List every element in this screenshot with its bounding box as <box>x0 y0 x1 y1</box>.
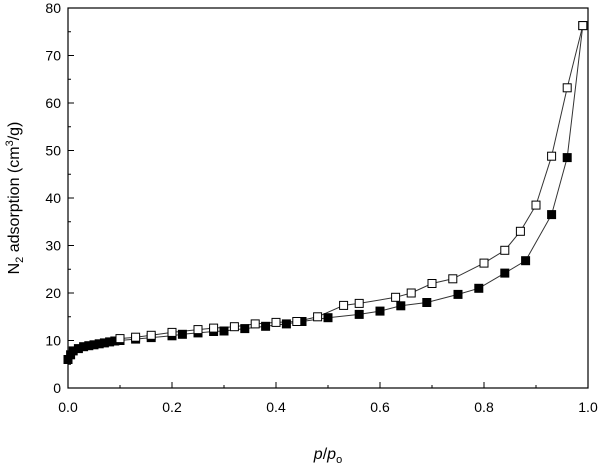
open-square-point <box>271 317 281 327</box>
y-tick-label: 70 <box>45 48 61 64</box>
y-tick-label: 60 <box>45 95 61 111</box>
x-axis-label: p/po <box>313 446 342 465</box>
open-square-point <box>167 327 177 337</box>
open-square-point <box>229 322 239 332</box>
filled-square-point <box>474 283 484 293</box>
y-tick-label: 30 <box>45 238 61 254</box>
filled-square-point <box>521 256 531 266</box>
series-layer <box>63 21 588 364</box>
open-square-point <box>209 323 219 333</box>
filled-square-point <box>547 210 557 220</box>
filled-square-point <box>219 326 229 336</box>
filled-square-point <box>354 309 364 319</box>
open-square-point <box>531 200 541 210</box>
open-square-point <box>448 274 458 284</box>
filled-square-point <box>240 324 250 334</box>
open-square-point <box>115 334 125 344</box>
y-tick-label: 10 <box>45 333 61 349</box>
filled-square-point <box>261 321 271 331</box>
open-square-point <box>313 312 323 322</box>
open-square-point <box>354 298 364 308</box>
open-square-point <box>578 21 588 31</box>
y-tick-label: 20 <box>45 285 61 301</box>
y-tick-label: 50 <box>45 143 61 159</box>
filled-square-point <box>453 289 463 299</box>
plot-frame <box>67 7 589 389</box>
x-tick-label: 0.2 <box>162 399 182 415</box>
open-square-point <box>339 300 349 310</box>
open-square-point <box>250 319 260 329</box>
x-tick-label: 1.0 <box>578 399 598 415</box>
open-square-point <box>562 83 572 93</box>
filled-square-point <box>375 306 385 316</box>
open-square-point <box>406 288 416 298</box>
y-tick-label: 80 <box>45 0 61 16</box>
filled-square-point <box>281 319 291 329</box>
open-square-point <box>547 151 557 161</box>
filled-square-point <box>422 298 432 307</box>
open-square-point <box>427 279 437 288</box>
x-tick-label: 0.6 <box>370 399 390 415</box>
filled-square-point <box>500 268 510 278</box>
open-square-point <box>500 245 510 255</box>
y-tick-label: 0 <box>53 380 61 396</box>
x-tick-label: 0.0 <box>58 399 78 415</box>
open-square-point <box>131 332 141 342</box>
filled-square-point <box>396 301 406 311</box>
open-square-point <box>515 226 525 236</box>
filled-square-point <box>323 313 333 323</box>
open-square-point <box>479 258 489 268</box>
filled-square-point <box>562 153 572 163</box>
axes: 0.0 0.2 0.4 0.6 0.8 1.0 0 10 20 30 40 50 60 70 80 <box>45 0 598 415</box>
open-square-point <box>193 325 203 335</box>
open-square-point <box>292 317 302 326</box>
x-tick-label: 0.4 <box>266 399 286 415</box>
y-axis-label: N2 adsorption (cm3/g) <box>4 122 26 275</box>
open-square-point <box>146 330 156 340</box>
filled-square-point <box>177 329 187 339</box>
x-tick-label: 0.8 <box>474 399 494 415</box>
open-square-point <box>391 292 401 302</box>
y-tick-label: 40 <box>45 190 61 206</box>
